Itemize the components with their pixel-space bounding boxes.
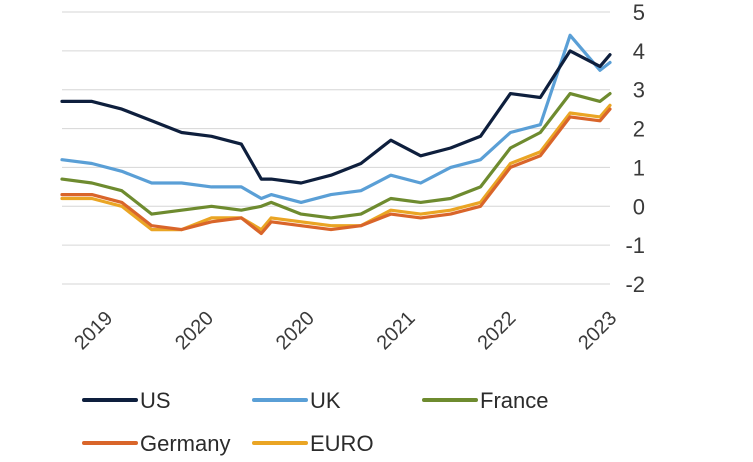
y-axis-ticks: 5 4 3 2 1 0 -1 -2 bbox=[625, 0, 645, 297]
x-axis-ticks: 2019 2020 2020 2021 2022 2023 bbox=[70, 307, 621, 354]
y-tick-label: -1 bbox=[625, 233, 645, 258]
legend-label-us: US bbox=[140, 388, 171, 413]
legend-label-germany: Germany bbox=[140, 431, 230, 456]
series-lines bbox=[60, 33, 612, 236]
series-line-euro bbox=[60, 103, 612, 232]
x-tick-label: 2021 bbox=[373, 307, 420, 354]
y-tick-label: 0 bbox=[633, 194, 645, 219]
x-tick-label: 2020 bbox=[272, 307, 319, 354]
y-tick-label: 3 bbox=[633, 78, 645, 103]
series-line-uk bbox=[60, 33, 612, 204]
series-line-france bbox=[60, 91, 612, 220]
y-tick-label: 4 bbox=[633, 39, 645, 64]
x-tick-label: 2022 bbox=[473, 307, 520, 354]
y-tick-label: 1 bbox=[633, 155, 645, 180]
series-line-germany bbox=[60, 107, 612, 236]
legend-label-uk: UK bbox=[310, 388, 341, 413]
x-tick-label: 2019 bbox=[70, 307, 117, 354]
y-tick-label: -2 bbox=[625, 272, 645, 297]
legend-label-france: France bbox=[480, 388, 548, 413]
y-tick-label: 2 bbox=[633, 117, 645, 142]
series-line-us bbox=[60, 49, 612, 185]
x-tick-label: 2023 bbox=[574, 307, 621, 354]
y-tick-label: 5 bbox=[633, 0, 645, 25]
x-tick-label: 2020 bbox=[171, 307, 218, 354]
legend: US UK France Germany EURO bbox=[82, 388, 548, 456]
legend-label-euro: EURO bbox=[310, 431, 374, 456]
gridlines bbox=[62, 11, 610, 285]
